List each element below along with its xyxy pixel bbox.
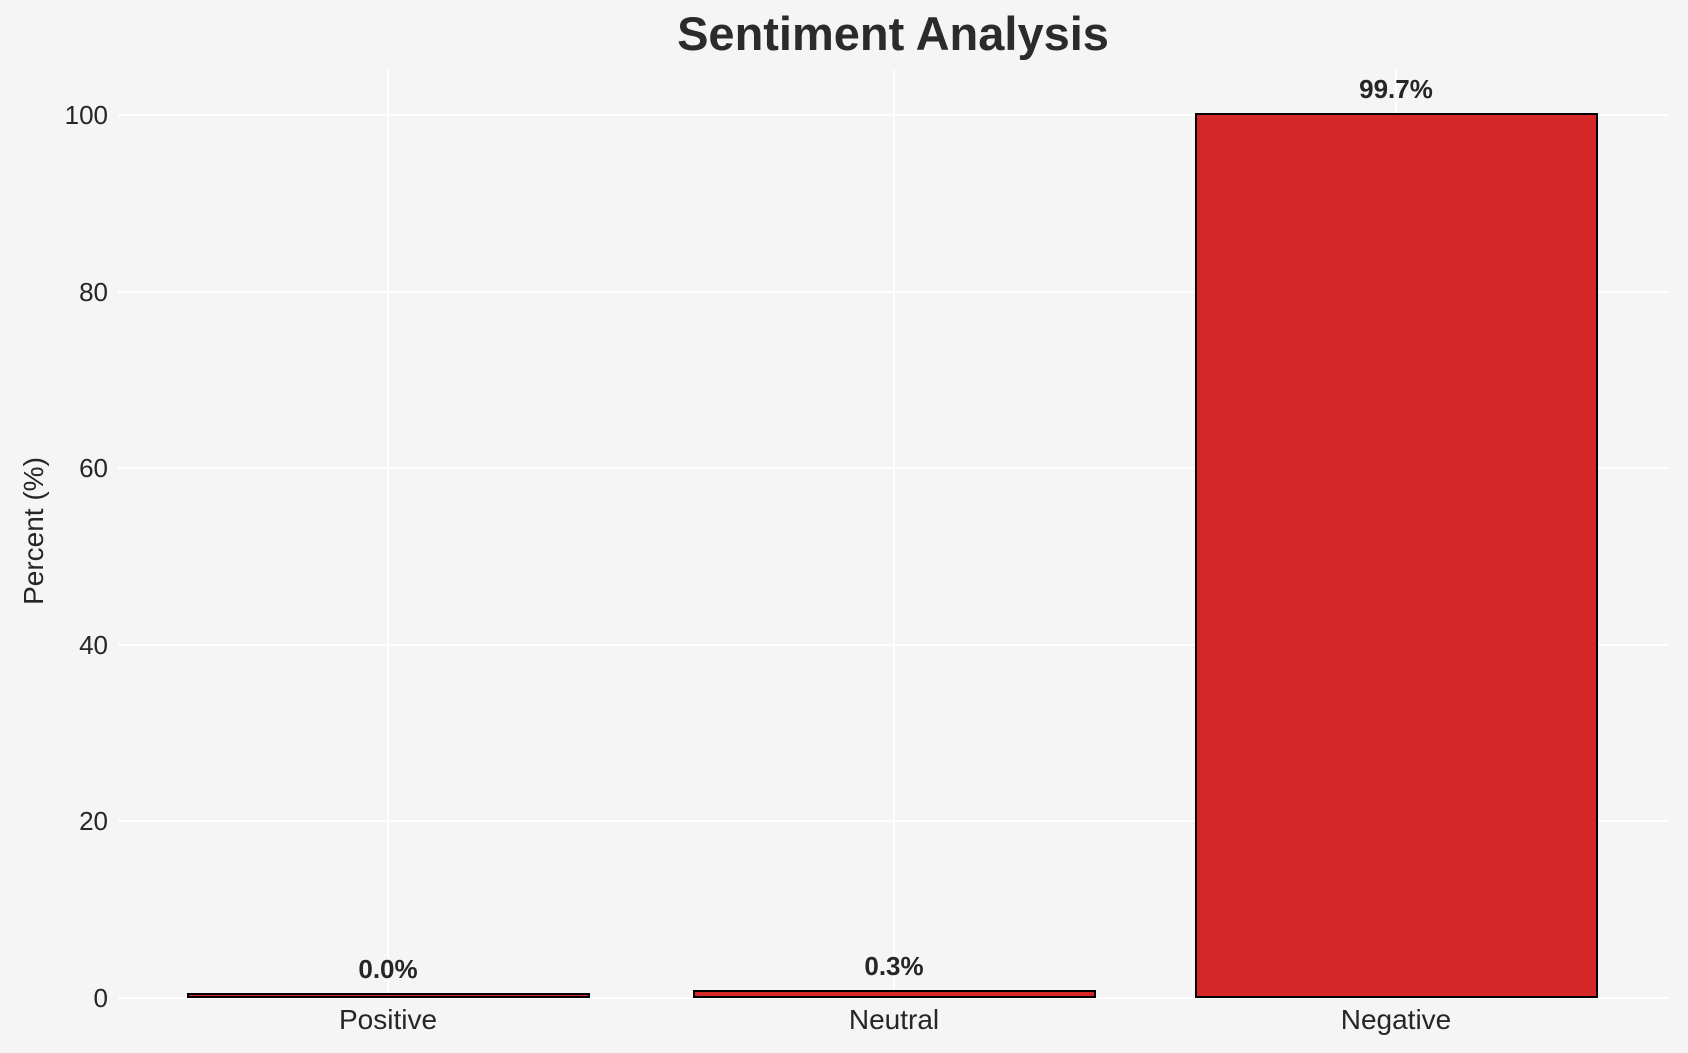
chart-title: Sentiment Analysis [677, 7, 1109, 60]
bar-value-label: 0.3% [864, 951, 924, 982]
bar-value-label: 0.0% [358, 954, 418, 984]
y-tick-label: 100 [64, 100, 108, 130]
gridline-vertical [387, 70, 389, 998]
y-tick-label: 80 [79, 276, 108, 307]
x-tick-label: Positive [338, 1004, 438, 1035]
x-tick-label: Negative [1340, 1004, 1452, 1035]
y-tick-label: 20 [79, 806, 108, 837]
gridline-horizontal [118, 997, 1668, 999]
y-tick-label: 0 [93, 983, 108, 1013]
gridline-vertical [893, 70, 895, 998]
bar-negative [1194, 112, 1598, 998]
x-tick-label: Neutral [848, 1004, 940, 1035]
y-tick-label: 60 [79, 453, 108, 484]
bar-neutral [692, 990, 1096, 998]
y-tick-label: 40 [79, 629, 108, 660]
bar-value-label: 99.7% [1359, 73, 1433, 104]
bar-positive [186, 993, 590, 998]
